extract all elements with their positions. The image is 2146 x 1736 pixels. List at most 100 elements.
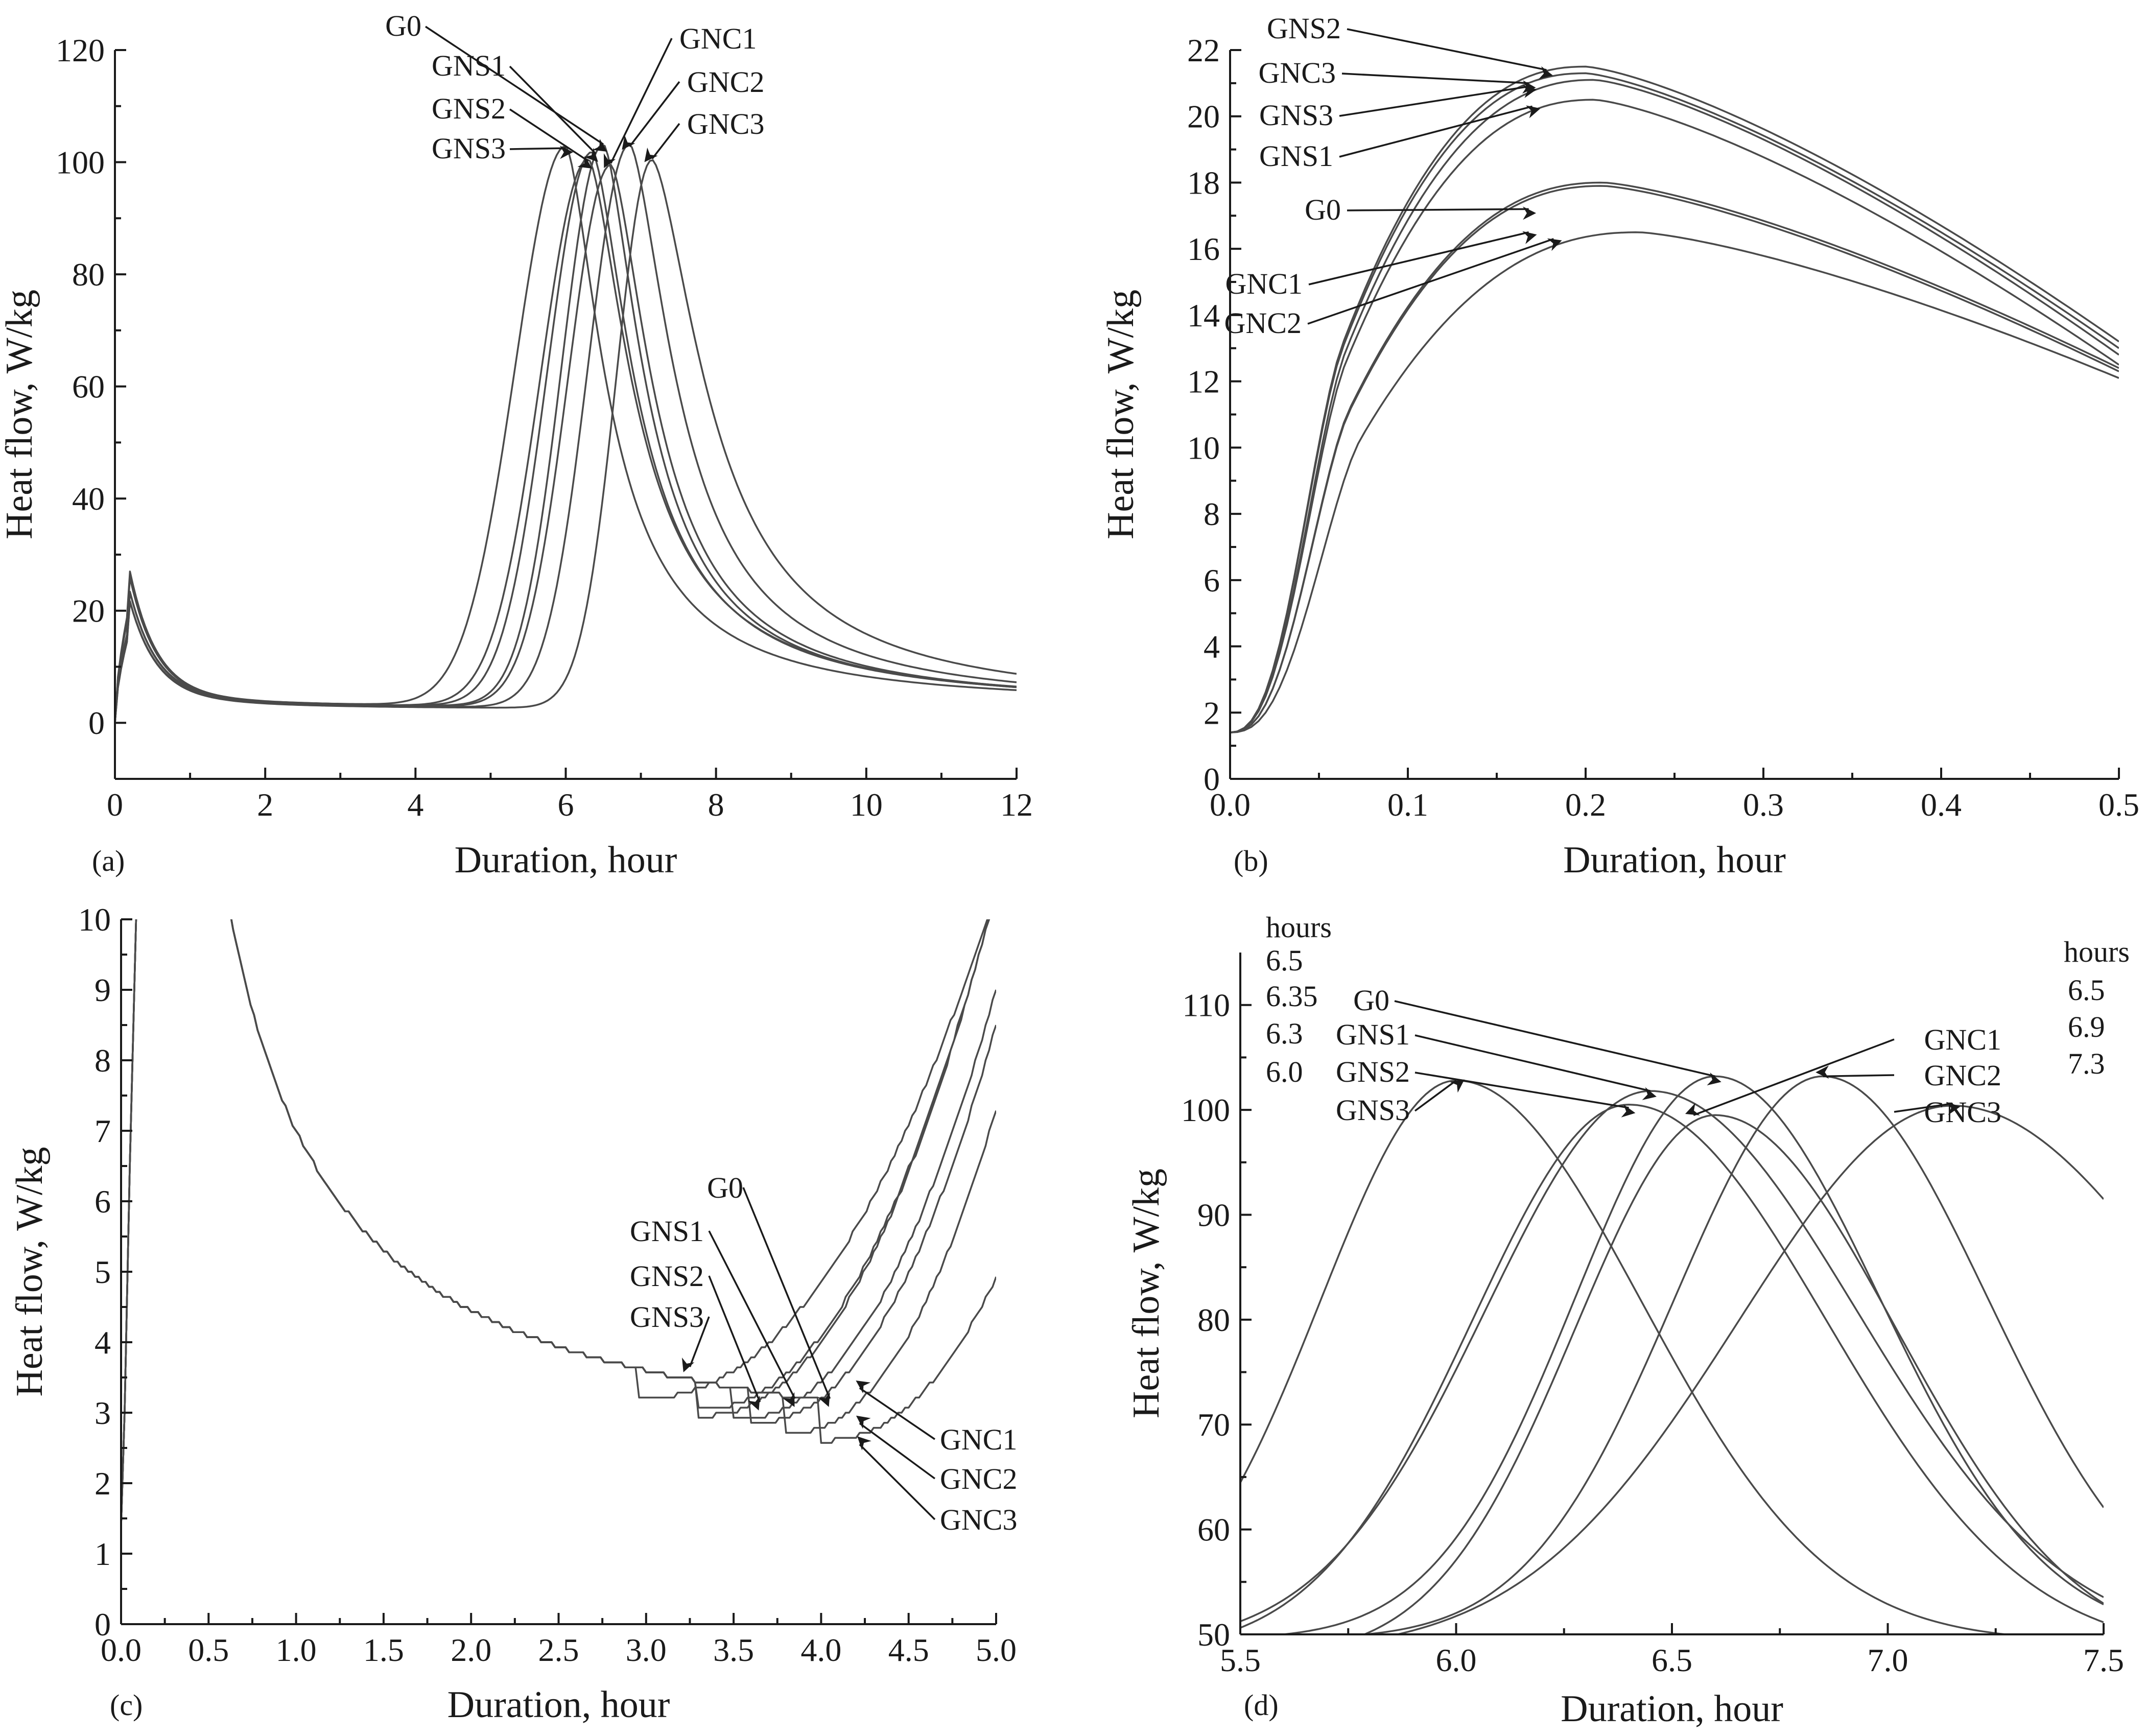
y-tick-label: 12 xyxy=(1187,364,1220,400)
x-tick-label: 0.3 xyxy=(1743,787,1784,823)
y-tick-label: 60 xyxy=(1197,1512,1230,1548)
y-tick-label: 80 xyxy=(1197,1302,1230,1338)
y-tick-label: 7 xyxy=(95,1113,111,1149)
x-tick-label: 8 xyxy=(708,787,724,823)
annotation-label-gnc1: GNC1 xyxy=(1924,1023,2001,1056)
series-line-gns3 xyxy=(1240,1079,2015,1634)
annotation-arrow-g0 xyxy=(425,26,607,152)
annotation-label-gnc3: GNC3 xyxy=(940,1503,1017,1536)
time-table-right-hours: 6.5 xyxy=(2068,973,2105,1007)
annotation-label-gnc2: GNC2 xyxy=(1224,306,1302,340)
y-tick-label: 10 xyxy=(78,901,111,938)
x-tick-label: 0.4 xyxy=(1921,787,1962,823)
y-tick-label: 50 xyxy=(1197,1616,1230,1653)
x-tick-label: 4.5 xyxy=(888,1632,929,1668)
x-tick-label: 2 xyxy=(257,787,273,823)
x-tick-label: 0.5 xyxy=(2098,787,2139,823)
series-line-gnc2 xyxy=(115,143,1017,723)
y-tick-label: 2 xyxy=(1204,695,1220,731)
x-tick-label: 0.5 xyxy=(188,1632,229,1668)
annotation-arrow-gnc2 xyxy=(1815,1065,1895,1079)
y-tick-label: 80 xyxy=(72,256,105,293)
series-line-gns1 xyxy=(1240,1090,2104,1623)
x-tick-label: 1.0 xyxy=(276,1632,317,1668)
y-tick-label: 70 xyxy=(1197,1407,1230,1443)
annotation-label-gnc1: GNC1 xyxy=(679,22,757,55)
y-axis-title: Heat flow, W/kg xyxy=(0,290,40,539)
annotation-arrow-gns2 xyxy=(1347,28,1553,80)
y-tick-label: 100 xyxy=(1181,1092,1230,1128)
x-tick-label: 7.5 xyxy=(2083,1642,2124,1678)
panel-label: (c) xyxy=(110,1689,143,1722)
annotation-arrow-gnc3 xyxy=(644,123,680,162)
annotation-arrow-gns2 xyxy=(1414,1072,1636,1117)
x-tick-label: 3.5 xyxy=(713,1632,754,1668)
annotation-label-gns2: GNS2 xyxy=(1336,1055,1410,1088)
annotation-label-gns2: GNS2 xyxy=(630,1259,704,1293)
series-line-gnc2 xyxy=(1230,231,2119,733)
annotation-label-gnc2: GNC2 xyxy=(940,1462,1017,1495)
annotation-arrow-gns3 xyxy=(681,1316,710,1372)
y-tick-label: 16 xyxy=(1187,231,1220,267)
series-line-gnc2 xyxy=(121,919,996,1526)
annotation-arrow-gns3 xyxy=(1414,1079,1465,1112)
y-tick-label: 0 xyxy=(88,705,105,741)
annotation-arrow-gns1 xyxy=(1414,1034,1657,1100)
annotation-arrow-gnc2 xyxy=(622,81,680,150)
y-tick-label: 120 xyxy=(56,32,105,68)
annotation-label-g0: G0 xyxy=(1353,984,1389,1017)
y-tick-label: 8 xyxy=(95,1042,111,1079)
annotation-arrow-gns2 xyxy=(708,1275,761,1411)
x-tick-label: 0.0 xyxy=(1210,787,1251,823)
time-table-left-header: hours xyxy=(1266,911,1332,944)
series-line-gnc2 xyxy=(1356,1075,2104,1634)
annotation-arrow-gns3 xyxy=(1339,85,1537,117)
series-line-gnc3 xyxy=(115,159,1017,723)
annotation-label-gnc3: GNC3 xyxy=(1924,1096,2001,1129)
panel-b: 0.0 0.1 0.2 0.3 0.4 0.5 0 2 4 6 8 10 12 14 16 18 20 22 Dur… xyxy=(1100,12,2139,881)
y-axis-title: Heat flow, W/kg xyxy=(1125,1169,1167,1418)
y-tick-label: 0 xyxy=(95,1606,111,1643)
y-tick-label: 20 xyxy=(72,593,105,629)
x-tick-label: 4.0 xyxy=(800,1632,841,1668)
y-tick-label: 9 xyxy=(95,972,111,1008)
series-line-gnc3 xyxy=(121,919,996,1526)
series-line-gns1 xyxy=(115,151,1017,723)
x-tick-label: 0 xyxy=(107,787,123,823)
x-tick-label: 1.5 xyxy=(363,1632,404,1668)
y-tick-label: 1 xyxy=(95,1536,111,1572)
x-tick-label: 3.0 xyxy=(626,1632,667,1668)
annotation-arrow-gnc3 xyxy=(1341,73,1536,94)
series-line-g0 xyxy=(1230,181,2119,733)
series-line-gns3 xyxy=(1230,79,2119,733)
annotation-arrow-gnc2 xyxy=(1307,238,1562,325)
time-table-left-hours: 6.5 xyxy=(1266,944,1303,977)
annotation-label-gnc2: GNC2 xyxy=(1924,1059,2001,1092)
annotation-label-g0: G0 xyxy=(385,9,421,42)
panel-label: (d) xyxy=(1244,1689,1279,1722)
x-tick-label: 2.0 xyxy=(451,1632,491,1668)
x-tick-label: 7.0 xyxy=(1868,1642,1908,1678)
annotation-arrow-gns1 xyxy=(509,65,598,162)
time-table-right-header: hours xyxy=(2064,935,2130,968)
y-tick-label: 4 xyxy=(95,1324,111,1361)
annotation-label-gns3: GNS3 xyxy=(432,132,506,165)
annotation-arrow-gns1 xyxy=(1339,105,1541,158)
y-tick-label: 90 xyxy=(1197,1197,1230,1233)
x-tick-label: 5.5 xyxy=(1220,1642,1261,1678)
annotation-label-g0: G0 xyxy=(1305,193,1341,226)
x-tick-label: 5.0 xyxy=(976,1632,1017,1668)
series-line-gns2 xyxy=(121,919,991,1526)
x-tick-label: 6 xyxy=(558,787,574,823)
annotation-label-gns1: GNS1 xyxy=(630,1215,704,1248)
series-line-gns2 xyxy=(1240,1104,2104,1629)
y-tick-label: 5 xyxy=(95,1254,111,1290)
annotation-label-gns2: GNS2 xyxy=(1267,12,1341,45)
y-tick-label: 60 xyxy=(72,369,105,405)
x-tick-label: 0.2 xyxy=(1565,787,1606,823)
y-tick-label: 2 xyxy=(95,1465,111,1502)
x-tick-label: 0.0 xyxy=(101,1632,142,1668)
annotation-label-gnc2: GNC2 xyxy=(687,65,764,99)
y-tick-label: 0 xyxy=(1204,761,1220,797)
